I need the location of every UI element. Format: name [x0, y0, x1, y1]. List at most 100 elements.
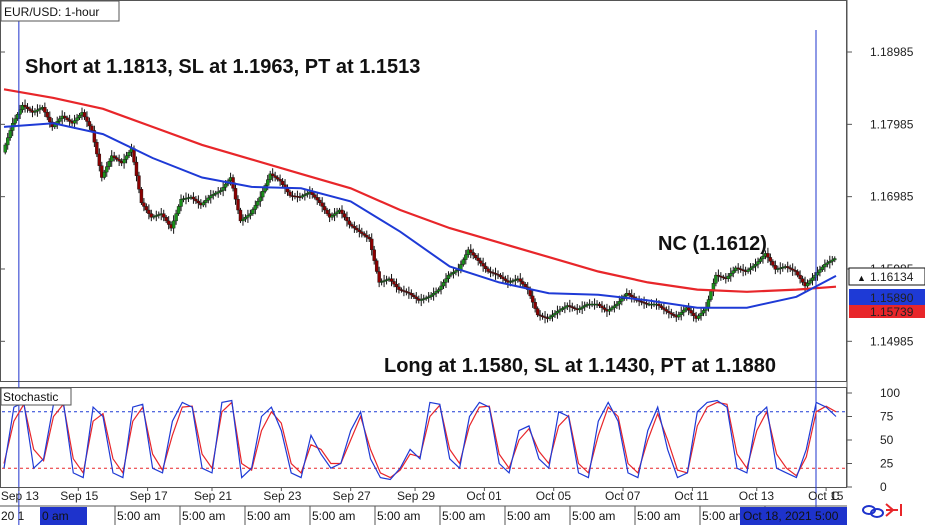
date-label-fragment: C: [831, 489, 840, 503]
candle-up: [446, 274, 451, 279]
candle-down: [478, 260, 483, 264]
candle-up: [157, 214, 161, 216]
candle-up: [426, 296, 431, 299]
time-label: 5:00 am: [377, 509, 420, 523]
candle-down: [600, 305, 604, 308]
candle-down: [793, 270, 797, 272]
candle-up: [38, 108, 42, 111]
candle-up: [110, 155, 114, 162]
ma-slow-value: 1.15739: [870, 305, 914, 319]
candle-up: [258, 196, 262, 202]
candle-up: [429, 294, 433, 298]
candle-down: [397, 286, 401, 290]
candle-down: [689, 310, 693, 314]
candle-up: [223, 183, 228, 188]
candle-up: [714, 274, 718, 284]
candle-up: [582, 305, 587, 308]
candle-down: [528, 289, 532, 297]
price-tick-label: 1.16985: [870, 190, 914, 204]
candle-down: [275, 177, 280, 180]
time-label: 5:00 am: [117, 509, 160, 523]
date-label: Sep 15: [60, 489, 98, 503]
candle-up: [828, 261, 832, 264]
candle-up: [612, 305, 617, 308]
candle-down: [315, 197, 319, 201]
candle-up: [335, 211, 339, 214]
candle-down: [114, 157, 119, 160]
candle-up: [58, 118, 62, 122]
candle-down: [573, 307, 577, 309]
candle-down: [92, 130, 97, 143]
candle-up: [679, 312, 683, 315]
candle-down: [498, 274, 503, 278]
candle-down: [642, 302, 646, 304]
candle-up: [823, 264, 827, 268]
candle-up: [734, 267, 738, 271]
candle-up: [615, 303, 619, 307]
candle-down: [644, 302, 649, 305]
candle-up: [617, 301, 622, 305]
candle-down: [721, 276, 726, 279]
candle-up: [6, 137, 10, 146]
date-label: Sep 13: [1, 489, 39, 503]
date-label: Oct 13: [739, 489, 775, 503]
candle-up: [241, 218, 245, 222]
candle-down: [503, 278, 508, 281]
candle-down: [664, 309, 669, 312]
moving-averages: [3, 88, 837, 309]
link-icon[interactable]: [862, 505, 884, 518]
candle-down: [602, 307, 607, 310]
candle-up: [206, 197, 210, 201]
annotation-short: Short at 1.1813, SL at 1.1963, PT at 1.1…: [25, 56, 420, 78]
candle-down: [630, 294, 634, 298]
candle-down: [350, 224, 354, 227]
candle-down: [667, 311, 671, 313]
candle-down: [790, 268, 795, 271]
candle-up: [729, 273, 733, 277]
candle-down: [496, 274, 500, 276]
candle-down: [355, 227, 359, 231]
candle-down: [374, 260, 379, 272]
candle-up: [748, 267, 753, 270]
candle-up: [209, 195, 213, 199]
candle-up: [102, 171, 106, 178]
candle-up: [682, 309, 686, 313]
candle-down: [471, 252, 475, 256]
candle-up: [214, 192, 218, 195]
candle-down: [394, 283, 399, 288]
candle-down: [659, 305, 664, 308]
date-label: Oct 01: [466, 489, 502, 503]
candle-up: [246, 215, 250, 218]
time-label: 5:00 am: [442, 509, 485, 523]
candle-up: [758, 258, 763, 262]
candle-down: [795, 271, 800, 276]
candle-down: [691, 312, 696, 317]
candle-up: [261, 191, 265, 198]
candle-up: [548, 316, 552, 319]
candle-down: [476, 257, 480, 261]
candle-down: [501, 276, 505, 279]
candle-up: [560, 308, 565, 311]
scroll-to-end-icon[interactable]: [885, 503, 902, 517]
candle-down: [768, 257, 773, 262]
candle-down: [523, 283, 527, 288]
date-label: Sep 27: [333, 489, 371, 503]
candle-up: [449, 273, 453, 276]
candle-up: [266, 179, 270, 186]
candle-up: [176, 206, 181, 214]
candle-down: [798, 274, 802, 279]
annotation-nc: NC (1.1612): [658, 233, 767, 255]
candle-down: [773, 265, 778, 270]
candle-up: [379, 281, 384, 283]
candle-down: [149, 213, 154, 218]
candle-down: [800, 278, 805, 283]
candle-down: [90, 125, 94, 131]
candle-down: [716, 274, 721, 277]
candle-down: [67, 119, 72, 122]
candle-up: [553, 312, 557, 316]
candle-down: [164, 217, 168, 222]
candle-down: [657, 303, 661, 307]
candle-up: [221, 187, 225, 191]
candle-up: [253, 205, 258, 210]
candle-down: [367, 236, 371, 240]
